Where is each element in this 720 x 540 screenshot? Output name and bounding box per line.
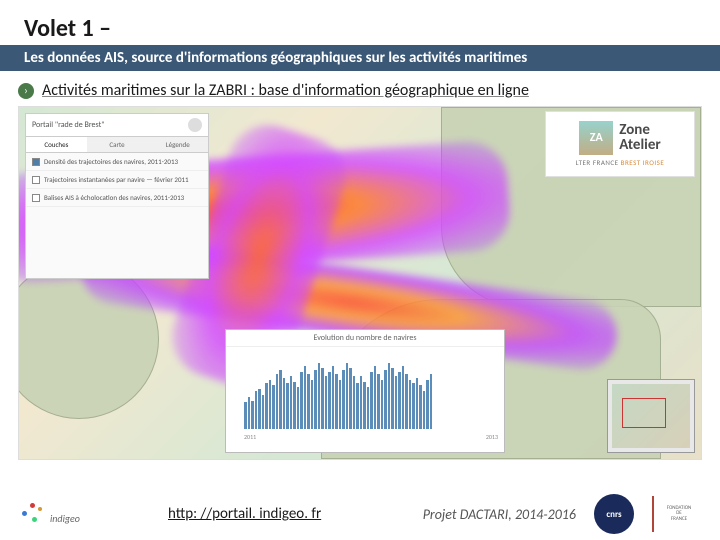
- chart-bar: [367, 387, 370, 429]
- chart-bar: [339, 380, 342, 429]
- bullet-row: › Activités maritimes sur la ZABRI : bas…: [0, 71, 720, 106]
- chart-bar: [353, 376, 356, 429]
- indigeo-logo: indigeo: [20, 497, 90, 531]
- chart-bar: [328, 372, 331, 429]
- chart-bar: [265, 383, 268, 429]
- subtitle-bar: Les données AIS, source d'informations g…: [0, 45, 720, 71]
- chart-bar: [412, 383, 415, 429]
- dot-icon: [32, 517, 37, 522]
- panel-title: Portail "rade de Brest": [32, 120, 104, 130]
- chart-body: 2011 2013: [226, 347, 504, 443]
- chart-bar: [423, 391, 426, 429]
- chart-bar: [258, 389, 261, 429]
- evolution-chart[interactable]: Evolution du nombre de navires 2011 2013: [225, 329, 505, 453]
- chart-bar: [276, 374, 279, 429]
- minimap[interactable]: [607, 379, 695, 453]
- footer: indigeo http: //portail. indigeo. fr Pro…: [0, 488, 720, 540]
- cnrs-logo: cnrs: [594, 494, 634, 534]
- chart-bar: [332, 366, 335, 429]
- chart-bar: [325, 376, 328, 429]
- chart-bar: [300, 372, 303, 429]
- chart-bar: [398, 372, 401, 429]
- indigeo-label: indigeo: [50, 512, 80, 525]
- zone-atelier-logo: Zone Atelier LTER FRANCE BREST IROISE: [545, 111, 695, 177]
- chart-bar: [251, 401, 254, 430]
- dot-icon: [22, 511, 27, 516]
- layer-checkbox[interactable]: [32, 176, 40, 184]
- chart-bar: [430, 374, 433, 429]
- chart-bar: [356, 383, 359, 429]
- chart-bar: [314, 370, 317, 429]
- page-title: Volet 1 –: [24, 14, 696, 43]
- chart-bar: [395, 376, 398, 429]
- chart-bar: [419, 385, 422, 429]
- chart-bar: [307, 374, 310, 429]
- chart-bar: [370, 372, 373, 429]
- chart-bar: [374, 366, 377, 429]
- chart-bar: [297, 387, 300, 429]
- layer-label: Trajectoires instantanées par navire — f…: [44, 175, 189, 184]
- map-screenshot: Portail "rade de Brest" Couches Carte Lé…: [18, 106, 702, 460]
- chart-bar: [321, 368, 324, 429]
- bullet-text: Activités maritimes sur la ZABRI : base …: [42, 81, 529, 100]
- chart-bar: [335, 374, 338, 429]
- layers-panel[interactable]: Portail "rade de Brest" Couches Carte Lé…: [25, 113, 209, 279]
- chart-bar: [416, 378, 419, 429]
- tab-legend[interactable]: Légende: [147, 137, 208, 152]
- chart-bar: [381, 380, 384, 429]
- chart-bar: [293, 382, 296, 430]
- za-text-sub: Atelier: [619, 138, 660, 153]
- chart-bar: [286, 383, 289, 429]
- minimap-viewport-box[interactable]: [622, 398, 666, 428]
- chart-bar: [384, 370, 387, 429]
- chart-bar: [402, 366, 405, 429]
- chart-bar: [255, 391, 258, 429]
- project-label: Projet DACTARI, 2014-2016: [423, 506, 576, 523]
- chart-bar: [269, 380, 272, 429]
- avatar-icon[interactable]: [188, 118, 202, 132]
- chart-bar: [426, 380, 429, 429]
- chart-bar: [311, 380, 314, 429]
- panel-header: Portail "rade de Brest": [26, 114, 208, 137]
- za-caption: LTER FRANCE BREST IROISE: [576, 158, 665, 167]
- chart-bar: [283, 378, 286, 429]
- chart-bar: [377, 374, 380, 429]
- panel-tabs: Couches Carte Légende: [26, 137, 208, 153]
- layer-label: Balises AIS à écholocation des navires, …: [44, 193, 184, 202]
- chart-bar: [391, 368, 394, 429]
- chart-bar: [363, 382, 366, 430]
- za-square-icon: [579, 121, 613, 155]
- chart-bar: [388, 363, 391, 430]
- tab-layers[interactable]: Couches: [26, 137, 87, 152]
- chart-bar: [248, 397, 251, 429]
- chart-bar: [405, 374, 408, 429]
- chart-bar: [360, 376, 363, 429]
- chart-bar: [346, 363, 349, 430]
- fondation-de-france-logo: FONDATION DE FRANCE: [652, 496, 700, 532]
- tab-map[interactable]: Carte: [87, 137, 148, 152]
- dot-icon: [38, 507, 42, 511]
- layer-checkbox[interactable]: [32, 194, 40, 202]
- layer-label: Densité des trajectoires des navires, 20…: [44, 157, 178, 166]
- chart-bar: [304, 366, 307, 429]
- chart-bar: [290, 376, 293, 429]
- chart-xlabel-end: 2013: [486, 433, 498, 441]
- chart-title: Evolution du nombre de navires: [226, 330, 504, 347]
- layer-checkbox[interactable]: [32, 158, 40, 166]
- layer-item[interactable]: Balises AIS à écholocation des navires, …: [26, 189, 208, 207]
- chart-bar: [244, 402, 247, 429]
- chart-bar: [342, 370, 345, 429]
- chart-bar: [279, 370, 282, 429]
- arrow-circle-icon: ›: [18, 83, 34, 99]
- chart-bar: [318, 363, 321, 430]
- layer-item[interactable]: Trajectoires instantanées par navire — f…: [26, 171, 208, 189]
- chart-bar: [272, 385, 275, 429]
- chart-xlabel-start: 2011: [244, 433, 256, 441]
- layer-item[interactable]: Densité des trajectoires des navires, 20…: [26, 153, 208, 171]
- chart-bar: [349, 368, 352, 429]
- portal-link[interactable]: http: //portail. indigeo. fr: [168, 505, 321, 523]
- dot-icon: [30, 503, 35, 508]
- chart-bar: [409, 380, 412, 429]
- chart-bar: [262, 395, 265, 429]
